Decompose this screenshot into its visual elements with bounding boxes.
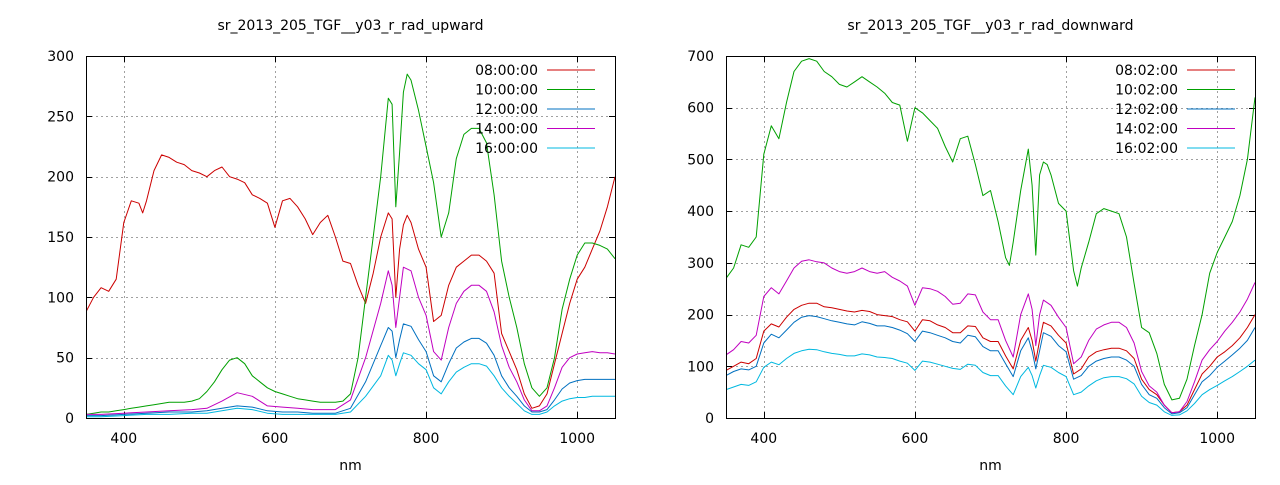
plot-frame <box>726 56 1256 419</box>
grid-lines <box>726 56 1255 418</box>
series-line-3 <box>726 315 1255 415</box>
x-axis-label: nm <box>339 458 362 474</box>
series-line-3 <box>86 323 615 417</box>
y-tick-label: 300 <box>47 49 74 65</box>
x-tick-label: 600 <box>262 431 289 447</box>
x-tick-label: 800 <box>1053 431 1080 447</box>
legend: 08:00:00 10:00:00 12:00:00 14:00:00 16:00:00 <box>475 63 595 157</box>
y-tick-label: 100 <box>687 359 714 375</box>
x-tick-label: 1000 <box>559 431 595 447</box>
y-tick-label: 250 <box>47 109 74 125</box>
chart-panel-1: sr_2013_205_TGF__y03_r_rad_upward 400 600 8… <box>47 18 616 474</box>
y-tick-label: 500 <box>687 152 714 168</box>
y-tick-label: 700 <box>687 49 714 65</box>
series-lines <box>726 58 1255 416</box>
y-tick-label: 50 <box>56 351 74 367</box>
legend-label: 12:02:00 <box>1115 102 1178 118</box>
series-line-5 <box>726 348 1255 416</box>
x-tick-label: 400 <box>110 431 137 447</box>
legend-label: 10:02:00 <box>1115 83 1178 99</box>
legend-label: 08:02:00 <box>1115 63 1178 79</box>
y-tick-label: 200 <box>47 170 74 186</box>
x-axis-label: nm <box>979 458 1002 474</box>
series-lines <box>86 73 615 418</box>
legend-label: 16:02:00 <box>1115 141 1178 157</box>
chart-title: sr_2013_205_TGF__y03_r_rad_downward <box>847 18 1133 34</box>
y-tick-label: 300 <box>687 256 714 272</box>
y-tick-label: 400 <box>687 204 714 220</box>
x-tick-label: 400 <box>750 431 777 447</box>
y-tick-label: 0 <box>705 411 714 427</box>
legend-label: 16:00:00 <box>475 141 538 157</box>
y-tick-label: 0 <box>65 411 74 427</box>
legend-label: 12:00:00 <box>475 102 538 118</box>
series-line-1 <box>86 154 615 409</box>
legend-label: 14:02:00 <box>1115 122 1178 138</box>
y-tick-label: 600 <box>687 101 714 117</box>
chart-panel-2: sr_2013_205_TGF__y03_r_rad_downward 400 60… <box>687 18 1256 474</box>
x-tick-label: 600 <box>902 431 929 447</box>
y-tick-label: 150 <box>47 230 74 246</box>
series-line-5 <box>86 352 615 418</box>
x-tick-label: 1000 <box>1199 431 1235 447</box>
legend-label: 10:00:00 <box>475 83 538 99</box>
legend: 08:02:00 10:02:00 12:02:00 14:02:00 16:02:00 <box>1115 63 1235 157</box>
series-line-2 <box>86 73 615 415</box>
y-tick-label: 200 <box>687 308 714 324</box>
legend-label: 08:00:00 <box>475 63 538 79</box>
series-line-2 <box>726 58 1255 401</box>
y-tick-label: 100 <box>47 290 74 306</box>
series-line-4 <box>726 259 1255 414</box>
x-tick-label: 800 <box>413 431 440 447</box>
legend-label: 14:00:00 <box>475 122 538 138</box>
grid-lines <box>86 56 615 418</box>
series-line-4 <box>86 266 615 415</box>
plot-frame <box>86 56 616 419</box>
chart-title: sr_2013_205_TGF__y03_r_rad_upward <box>217 18 483 34</box>
